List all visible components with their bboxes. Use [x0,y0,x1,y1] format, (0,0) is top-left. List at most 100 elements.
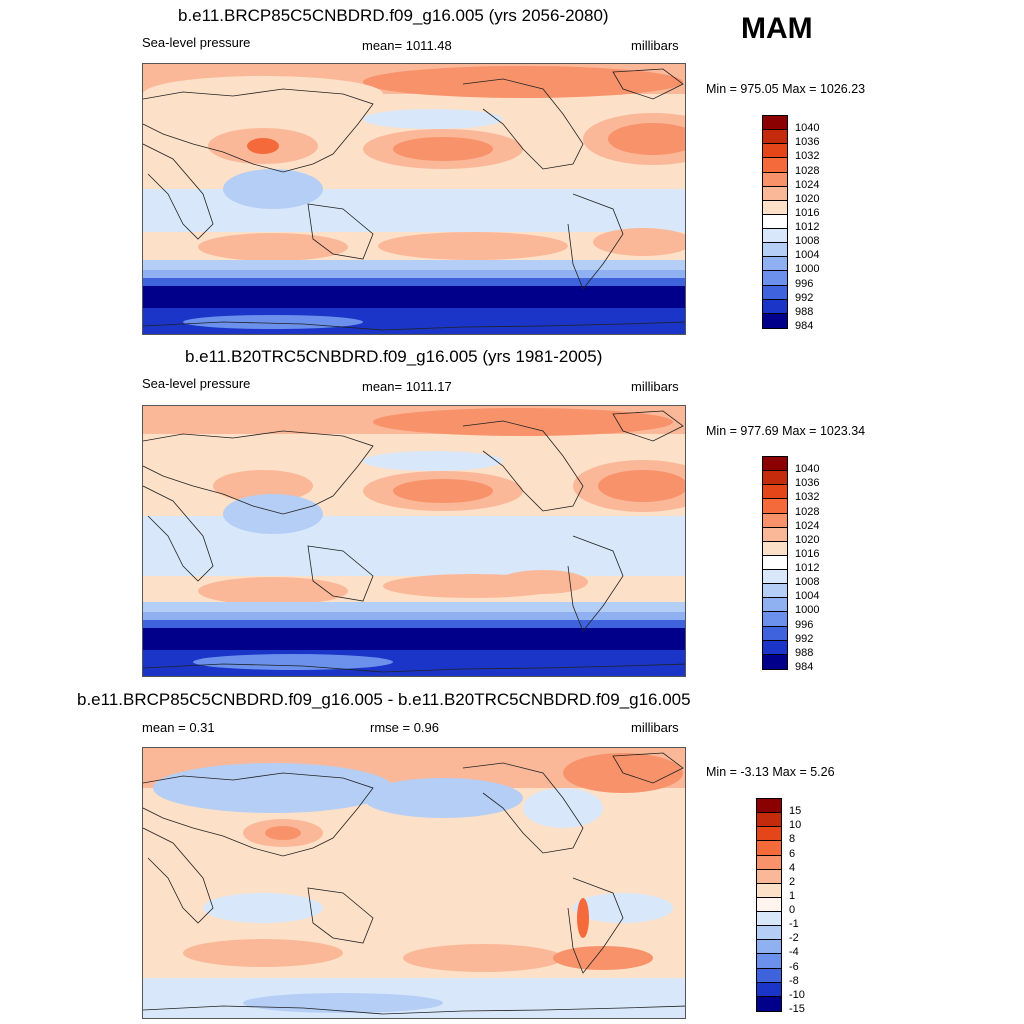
colorbar-tick-label: 1032 [795,491,820,504]
map-svg [143,748,685,1018]
colorbar-tick-label: -10 [789,988,805,1001]
coastline-greenland [612,410,684,442]
colorbar-tick-label: 988 [795,646,814,659]
indian-monsoon-low [223,169,323,209]
colorbar-swatch [763,612,787,627]
coastline-africa [143,827,214,924]
siberia-negative [153,763,393,813]
colorbar-swatch [763,555,787,570]
north-america-negative [523,788,603,828]
colorbar [762,115,788,329]
panel-title: b.e11.BRCP85C5CNBDRD.f09_g16.005 - b.e11… [77,690,691,709]
colorbar-tick-label: 1020 [795,192,820,205]
sub-antarctic-gradient-2 [143,270,685,278]
drake-positive [553,946,653,970]
coastline-asia [143,88,374,173]
sub-antarctic-gradient-3 [143,620,685,628]
sea-level-pressure-map [142,405,686,677]
colorbar-swatch [757,996,781,1011]
colorbar-tick-label: 1004 [795,590,820,603]
south-pacific-high [378,232,568,260]
panel-title: b.e11.B20TRC5CNBDRD.f09_g16.005 (yrs 198… [185,347,603,366]
mean-label: mean = 0.31 [142,720,215,735]
variable-label: Sea-level pressure [142,35,251,50]
colorbar-tick-label: -1 [789,918,799,931]
south-indian-positive [183,939,343,967]
circumpolar-trough [143,286,685,308]
colorbar-swatch [757,855,781,870]
colorbar-swatch [763,313,787,328]
colorbar-swatch [763,527,787,542]
colorbar-swatch [757,926,781,941]
colorbar-tick-label: -4 [789,946,799,959]
colorbar-tick-label: 1028 [795,505,820,518]
colorbar-swatch [757,912,781,927]
coastline-australia [307,545,374,602]
colorbar-tick-label: 10 [789,819,802,832]
coastline-north-america [462,762,584,854]
colorbar-tick-label: 1032 [795,150,820,163]
colorbar-tick-label: 992 [795,291,814,304]
colorbar-tick-label: 988 [795,305,814,318]
colorbar-swatch [757,940,781,955]
colorbar-tick-label: 984 [795,320,814,332]
antarctic-plateau-field [183,315,363,329]
aleutian-low [363,109,503,129]
indian-ocean-high [198,233,348,261]
colorbar-swatch [763,214,787,229]
colorbar-tick-label: 1004 [795,249,820,262]
aleutian-low [363,451,503,471]
maritime-continent-field [293,854,393,882]
colorbar-swatch [763,172,787,187]
sea-level-pressure-map [142,63,686,335]
colorbar-tick-label: -15 [789,1003,805,1015]
antarctic-negative-core [243,993,443,1013]
coastline-australia [307,887,374,944]
coastline-north-america [462,420,584,512]
coastline-south-america [567,193,624,290]
coastline-asia [143,772,374,857]
colorbar-tick-label: 1016 [795,547,820,560]
colorbar-tick-label: 1000 [795,263,820,276]
colorbar-tick-label: -8 [789,974,799,987]
azores-high-core [598,470,685,502]
coastline-antarctica [143,321,685,331]
colorbar-swatch [763,144,787,159]
coastline-asia [143,430,374,515]
sub-antarctic-gradient-1 [143,602,685,612]
tibet-high [213,470,313,502]
colorbar-swatch [763,570,787,585]
colorbar-tick-label: 1012 [795,562,820,575]
colorbar-swatch [763,271,787,286]
sub-antarctic-gradient-2 [143,612,685,620]
colorbar-swatch [763,640,787,655]
antarctic-plateau-field [193,654,393,670]
panel-title: b.e11.BRCP85C5CNBDRD.f09_g16.005 (yrs 20… [178,6,609,25]
colorbar-tick-label: 1000 [795,604,820,617]
colorbar-tick-label: 984 [795,661,814,673]
colorbar-tick-label: 1008 [795,235,820,248]
colorbar-swatch [763,654,787,669]
north-pacific-high-core [393,137,493,161]
colorbar-tick-label: -2 [789,932,799,945]
colorbar-tick-label: 1040 [795,463,820,476]
rmse-label: rmse = 0.96 [370,720,440,735]
colorbar-swatch [763,626,787,641]
colorbar-swatch [757,827,781,842]
colorbar [756,798,782,1012]
colorbar-swatch [763,457,787,472]
colorbar-tick-label: 996 [795,277,814,290]
min-max-label: Min = -3.13 Max = 5.26 [706,765,835,779]
azores-high-core [608,123,685,155]
colorbar-tick-label: 1036 [795,477,820,490]
colorbar-tick-label: 1 [789,889,796,902]
colorbar-swatch [763,116,787,131]
colorbar-swatch [757,813,781,828]
colorbar-swatch [763,257,787,272]
mean-label: mean= 1011.48 [362,38,452,53]
colorbar-tick-label: 2 [789,875,796,888]
colorbar-tick-label: 1036 [795,136,820,149]
coastline-south-america [567,877,624,974]
colorbar-tick-label: 1024 [795,519,820,532]
pressure-difference-map [142,747,686,1019]
